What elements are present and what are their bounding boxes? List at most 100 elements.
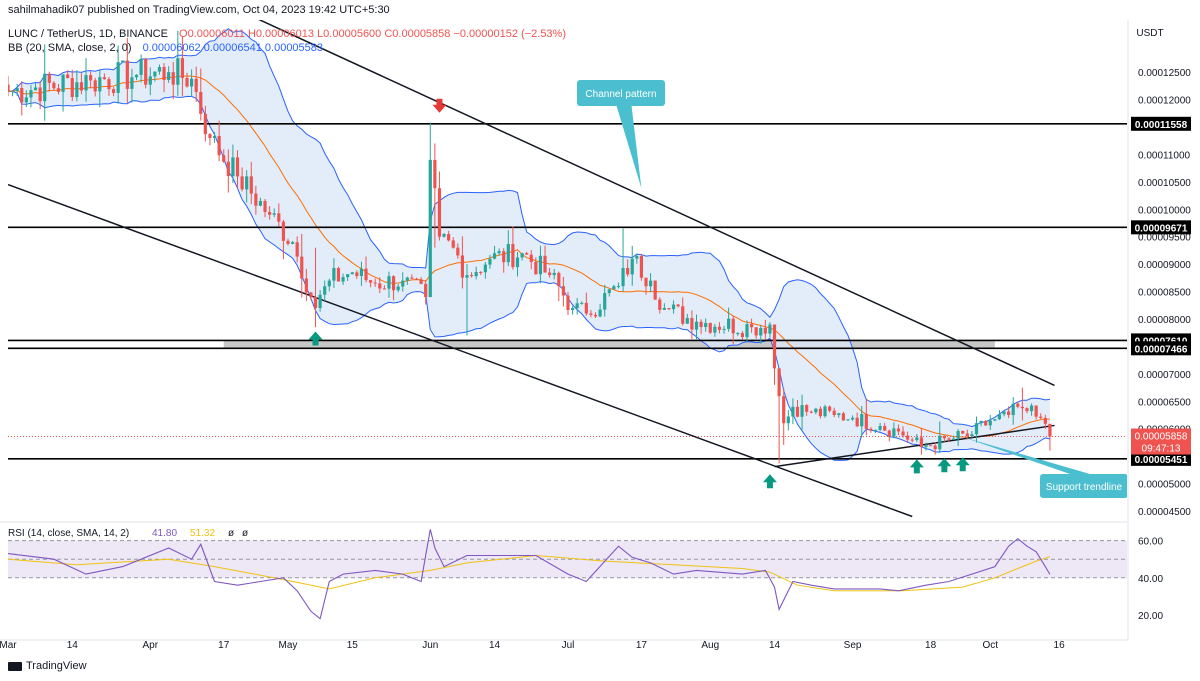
candle-body bbox=[479, 272, 483, 274]
candle-body bbox=[1016, 403, 1020, 407]
candle-body bbox=[79, 82, 84, 91]
down-arrow-marker bbox=[432, 98, 447, 113]
candle-body bbox=[309, 292, 313, 297]
current-price-tag bbox=[1131, 428, 1191, 455]
candle-body bbox=[575, 303, 579, 309]
candle-body bbox=[497, 251, 501, 254]
candle-body bbox=[469, 275, 474, 277]
candle-body bbox=[740, 333, 744, 338]
candle-body bbox=[401, 280, 405, 287]
x-tick-label: 14 bbox=[67, 640, 79, 651]
bb-values: 0.00006062 0.00006541 0.00005583 bbox=[142, 42, 324, 54]
candle-body bbox=[447, 233, 451, 241]
candle-body bbox=[984, 420, 988, 426]
candle-body bbox=[538, 255, 543, 275]
candle-body bbox=[658, 299, 662, 310]
candle-body bbox=[52, 82, 56, 89]
candle-body bbox=[277, 213, 281, 222]
y-tick-label: 0.00009500 bbox=[1138, 233, 1191, 244]
candle-body bbox=[763, 327, 767, 334]
candle-body bbox=[557, 272, 561, 287]
x-tick-label: Mar bbox=[0, 640, 17, 651]
candle-body bbox=[451, 240, 455, 248]
candle-body bbox=[502, 251, 506, 263]
candle-body bbox=[777, 368, 781, 397]
candle-body bbox=[437, 188, 442, 237]
candle-body bbox=[369, 280, 373, 283]
candle-body bbox=[708, 322, 712, 333]
x-tick-label: Apr bbox=[143, 640, 159, 651]
trendline-0[interactable] bbox=[242, 12, 1055, 387]
candle-body bbox=[47, 73, 51, 83]
candle-body bbox=[378, 283, 382, 289]
candle-body bbox=[584, 302, 588, 314]
candle-body bbox=[965, 433, 969, 436]
candle-body bbox=[580, 302, 584, 304]
y-tick-label: 0.00007000 bbox=[1138, 370, 1191, 381]
candle-body bbox=[281, 221, 285, 241]
candle-body bbox=[846, 419, 850, 421]
candle-body bbox=[704, 322, 708, 328]
candle-body bbox=[699, 321, 703, 328]
candle-body bbox=[235, 157, 240, 177]
candle-body bbox=[350, 272, 354, 275]
x-tick-label: 16 bbox=[1054, 640, 1066, 651]
candle-body bbox=[974, 423, 979, 435]
candle-body bbox=[125, 60, 129, 89]
candle-body bbox=[722, 328, 726, 330]
candle-body bbox=[84, 75, 88, 91]
candle-body bbox=[644, 277, 648, 287]
candle-body bbox=[598, 309, 602, 317]
candle-body bbox=[488, 258, 492, 265]
candle-body bbox=[1048, 423, 1052, 437]
candle-body bbox=[263, 200, 267, 212]
candle-body bbox=[433, 159, 437, 189]
candle-body bbox=[548, 272, 552, 276]
x-tick-label: Jun bbox=[422, 640, 438, 651]
candle-body bbox=[639, 255, 644, 278]
symbol-label: LUNC / TetherUS, 1D, BINANCE O0.00006011… bbox=[8, 28, 566, 40]
candle-body bbox=[901, 431, 905, 436]
candle-body bbox=[938, 435, 942, 450]
candle-body bbox=[359, 268, 364, 277]
candle-body bbox=[111, 89, 116, 93]
candle-body bbox=[515, 257, 520, 268]
candle-body bbox=[525, 253, 529, 255]
candle-body bbox=[727, 318, 731, 329]
trendline-2[interactable] bbox=[774, 424, 1055, 468]
candle-body bbox=[919, 437, 924, 447]
y-tick-label: 0.00006500 bbox=[1138, 397, 1191, 408]
candle-body bbox=[61, 74, 65, 92]
callout-pointer bbox=[962, 436, 1090, 474]
candle-body bbox=[607, 289, 611, 294]
candle-body bbox=[649, 280, 653, 287]
candle-body bbox=[933, 445, 937, 450]
candle-body bbox=[190, 78, 194, 87]
candle-body bbox=[662, 308, 666, 310]
candle-body bbox=[194, 78, 198, 92]
candle-body bbox=[222, 155, 226, 162]
level-tag bbox=[1131, 451, 1191, 466]
candle-body bbox=[786, 416, 790, 424]
y-tick-label: 0.00010500 bbox=[1138, 178, 1191, 189]
callout-box bbox=[1040, 474, 1127, 498]
y-tick-label: 0.00012000 bbox=[1138, 96, 1191, 107]
candle-body bbox=[327, 280, 331, 287]
candle-body bbox=[800, 405, 804, 417]
candle-body bbox=[850, 417, 855, 420]
candle-body bbox=[387, 276, 391, 289]
trendline-1[interactable] bbox=[8, 183, 913, 518]
candle-body bbox=[410, 277, 414, 279]
current-price-label: 0.00005858 bbox=[1135, 432, 1188, 443]
candle-body bbox=[290, 242, 295, 244]
candle-body bbox=[295, 242, 299, 257]
candle-body bbox=[286, 240, 290, 244]
candle-body bbox=[66, 74, 70, 79]
candle-body bbox=[910, 439, 914, 441]
y-tick-label: 0.00009000 bbox=[1138, 260, 1191, 271]
candle-body bbox=[626, 268, 630, 275]
candle-body bbox=[860, 414, 864, 427]
candle-body bbox=[304, 278, 308, 293]
candle-body bbox=[828, 406, 832, 411]
y-tick-label: 0.00004500 bbox=[1138, 507, 1191, 518]
